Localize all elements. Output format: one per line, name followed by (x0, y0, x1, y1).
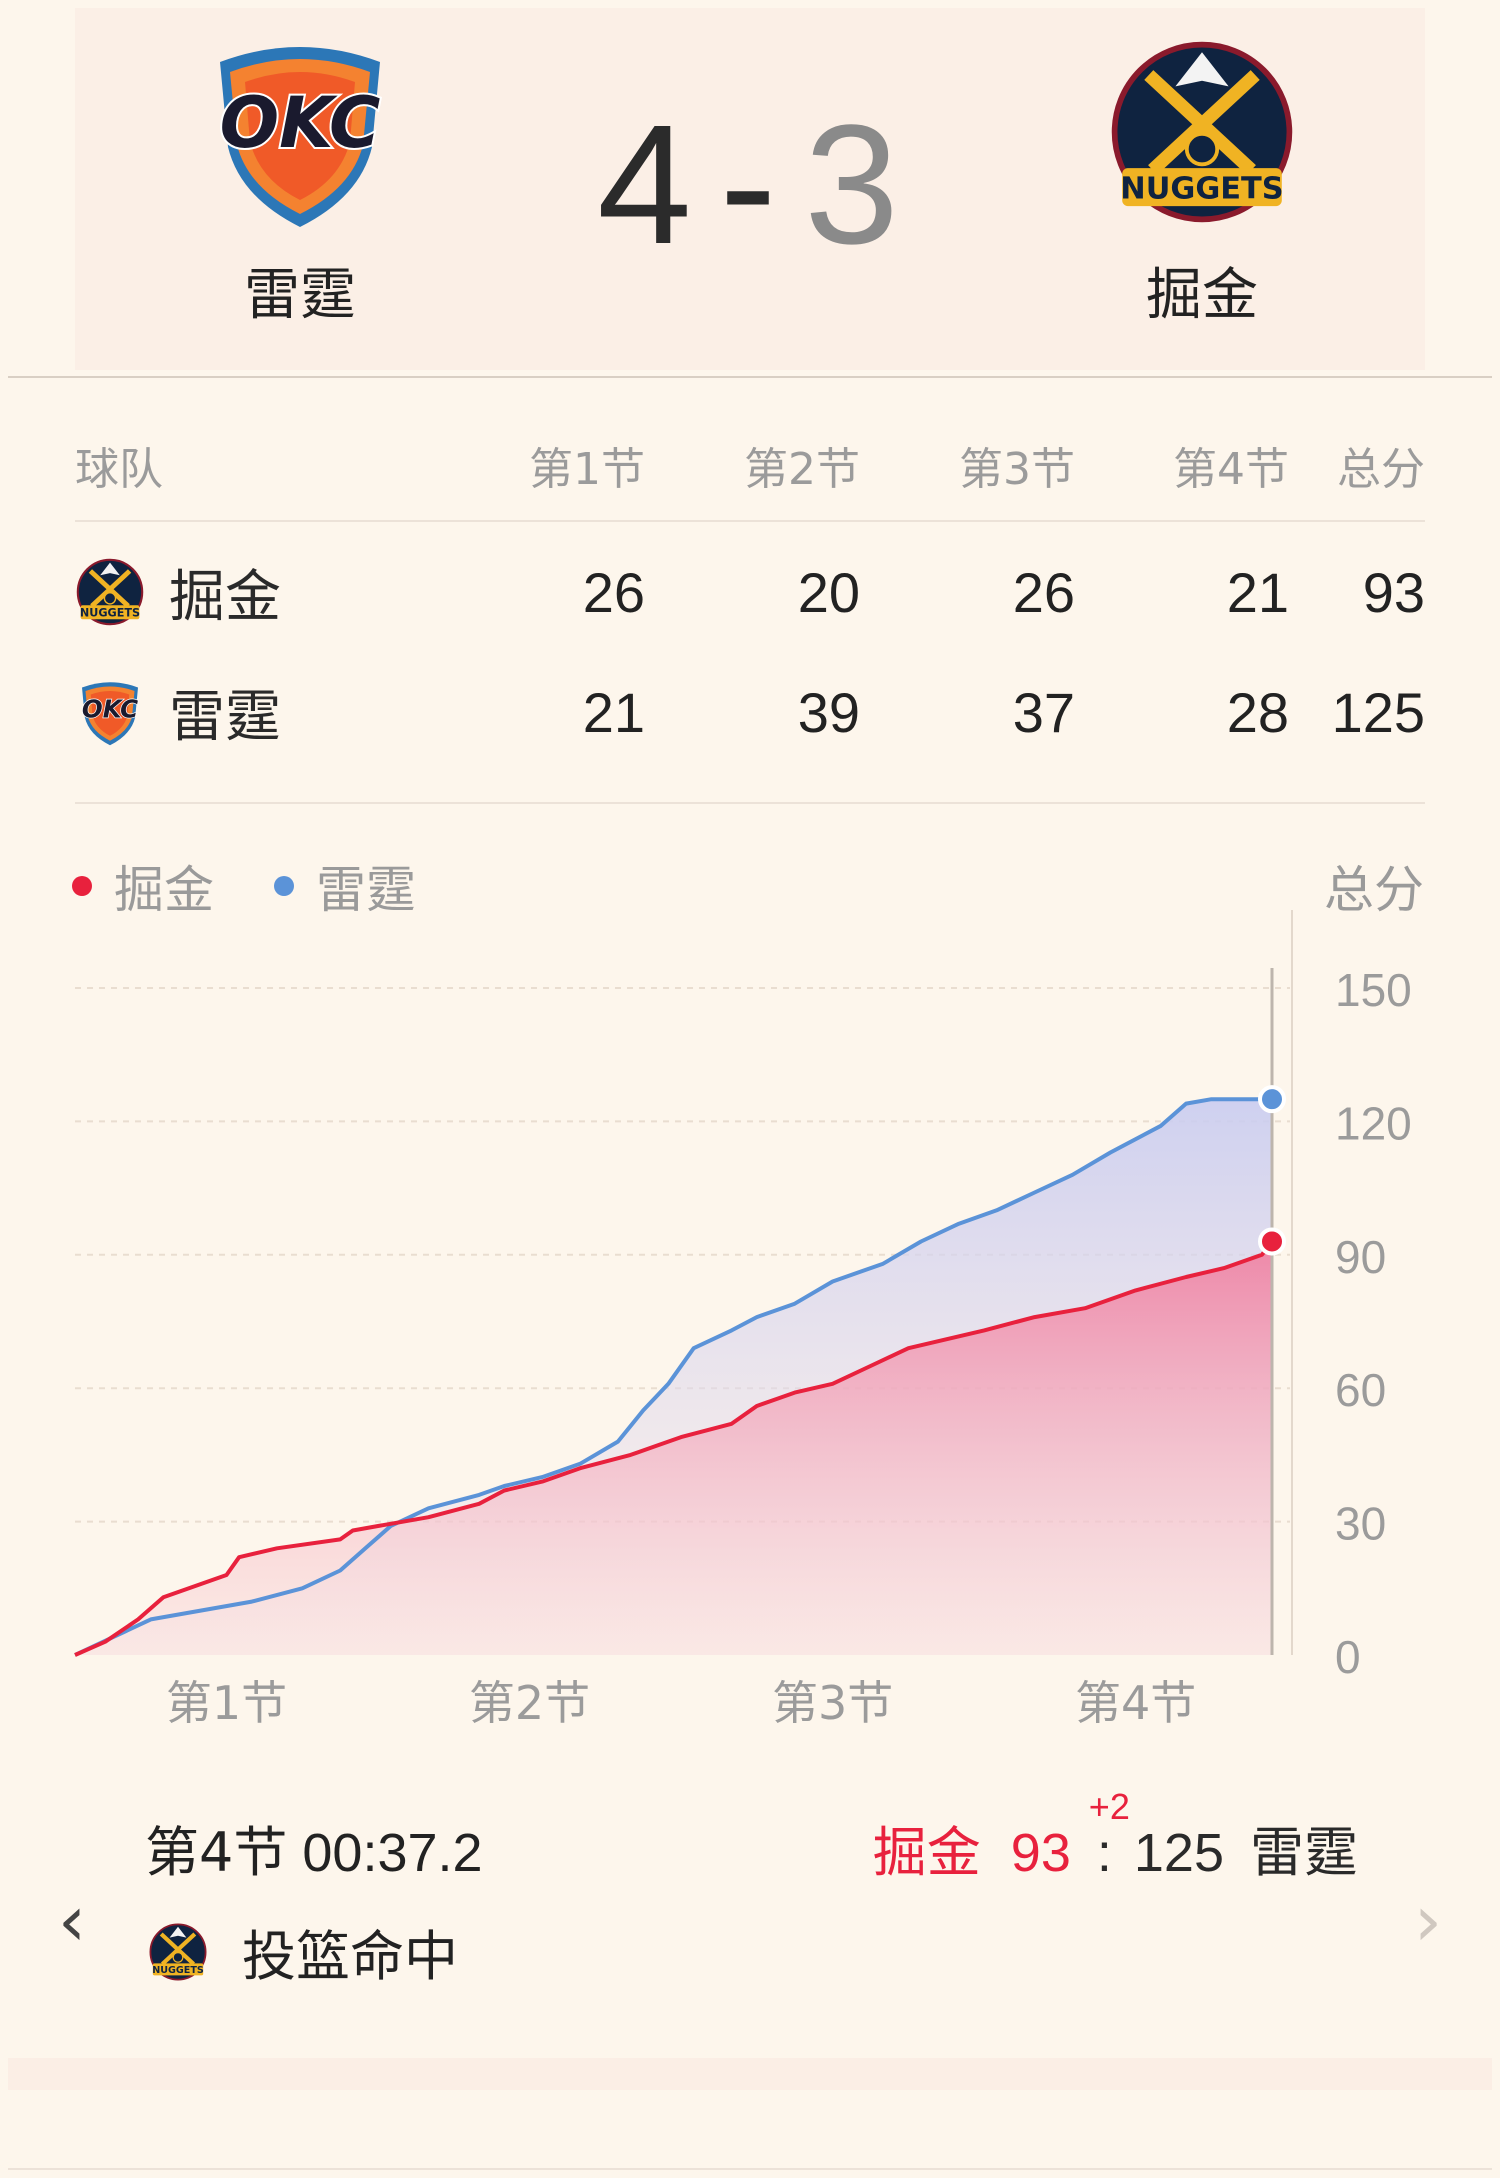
divider (75, 802, 1425, 804)
y-tick-label: 120 (1335, 1097, 1412, 1149)
row-q3: 26 (1012, 560, 1075, 624)
bottom-panel (8, 2058, 1492, 2090)
left-wins: 4 (597, 90, 696, 280)
home-score: 93 (1010, 1823, 1071, 1883)
clock-time: 00:37.2 (302, 1823, 483, 1883)
row-q2: 39 (797, 680, 860, 744)
x-tick-label: 第2节 (469, 1676, 590, 1730)
row-q3: 37 (1012, 680, 1075, 744)
area-nuggets (75, 1241, 1272, 1655)
divider (8, 2168, 1492, 2170)
y-axis-title: 总分 (1324, 861, 1424, 919)
table-header-row: 球队 第1节 第2节 第3节 第4节 总分 (75, 410, 1425, 522)
row-q1: 21 (582, 680, 645, 744)
series-endpoint-nuggets (1258, 1227, 1286, 1256)
row-total: 125 (1331, 680, 1425, 744)
score-progress-chart: 掘金 雷霆 总分 150 120 90 60 30 0 第1节 第2节 第3节 第4节 (0, 820, 1500, 1740)
header-q2: 第2节 (744, 444, 860, 495)
y-tick-label: 150 (1335, 964, 1412, 1016)
row-team-name: 掘金 (169, 564, 281, 630)
y-tick-label: 60 (1335, 1364, 1386, 1416)
team-thunder[interactable]: 雷霆 (170, 32, 430, 331)
legend-item-nuggets: 掘金 (72, 850, 214, 922)
y-tick-label: 90 (1335, 1231, 1386, 1283)
team-name: 掘金 (1146, 263, 1258, 328)
header-team: 球队 (75, 444, 163, 495)
legend-label: 雷霆 (316, 861, 416, 919)
team-nuggets[interactable]: 掘金 (1072, 32, 1332, 331)
score-dash: - (719, 90, 781, 280)
table-row[interactable]: 雷霆 21 39 37 28 125 (75, 652, 1425, 772)
nuggets-logo-icon (1107, 32, 1297, 232)
home-name: 掘金 (872, 1821, 981, 1884)
home-score-wrap: 93 +2 (1010, 1786, 1130, 1884)
row-q4: 21 (1226, 560, 1289, 624)
series-score: 4-3 (570, 100, 930, 270)
row-q2: 20 (797, 560, 860, 624)
x-tick-label: 第4节 (1075, 1676, 1196, 1730)
series-line-nuggets (74, 1240, 1274, 1657)
live-score: 掘金 93 +2 : 125 雷霆 (872, 1786, 1358, 1887)
table-row[interactable]: 掘金 26 20 26 21 93 (75, 532, 1425, 652)
team-name: 雷霆 (244, 263, 356, 328)
dot-icon (72, 876, 92, 896)
row-total: 93 (1362, 560, 1425, 624)
x-tick-label: 第3节 (772, 1676, 893, 1730)
header-q1: 第1节 (529, 444, 645, 495)
x-tick-label: 第1节 (166, 1676, 287, 1730)
game-clock: 第4节 00:37.2 (145, 1808, 483, 1887)
header-q3: 第3节 (959, 444, 1075, 495)
series-endpoint-thunder (1258, 1085, 1286, 1114)
score-separator: : (1096, 1823, 1112, 1883)
quarter-score-table: 球队 第1节 第2节 第3节 第4节 总分 掘金 26 20 26 21 93 … (75, 410, 1425, 772)
play-event: 投篮命中 (148, 1912, 458, 1991)
dot-icon (274, 876, 294, 896)
chevron-right-icon[interactable]: › (1414, 1880, 1442, 1962)
okc-logo-icon (200, 32, 400, 232)
row-q1: 26 (582, 560, 645, 624)
y-tick-label: 0 (1335, 1631, 1361, 1683)
row-q4: 28 (1226, 680, 1289, 744)
nuggets-logo-icon (148, 1922, 208, 1982)
right-wins: 3 (804, 90, 903, 280)
chevron-left-icon[interactable]: ‹ (58, 1880, 86, 1962)
nuggets-logo-icon (75, 557, 145, 627)
legend-item-thunder: 雷霆 (274, 850, 416, 922)
chart-canvas: 150 120 90 60 30 0 第1节 第2节 第3节 第4节 (74, 910, 1412, 1730)
row-team-name: 雷霆 (169, 684, 281, 750)
header-total: 总分 (1337, 444, 1425, 495)
series-line-thunder (74, 1097, 1272, 1657)
okc-logo-icon (75, 677, 145, 747)
header-q4: 第4节 (1173, 444, 1289, 495)
divider (8, 376, 1492, 378)
y-tick-label: 30 (1335, 1498, 1386, 1550)
away-score: 125 (1133, 1823, 1224, 1883)
score-increment: +2 (1088, 1786, 1130, 1827)
row-team: 掘金 (75, 532, 375, 652)
event-text: 投篮命中 (242, 1925, 458, 1988)
quarter-label: 第4节 (145, 1821, 288, 1884)
legend-label: 掘金 (114, 861, 214, 919)
chart-legend: 掘金 雷霆 (72, 850, 476, 922)
row-team: 雷霆 (75, 652, 375, 772)
away-name: 雷霆 (1250, 1821, 1358, 1884)
